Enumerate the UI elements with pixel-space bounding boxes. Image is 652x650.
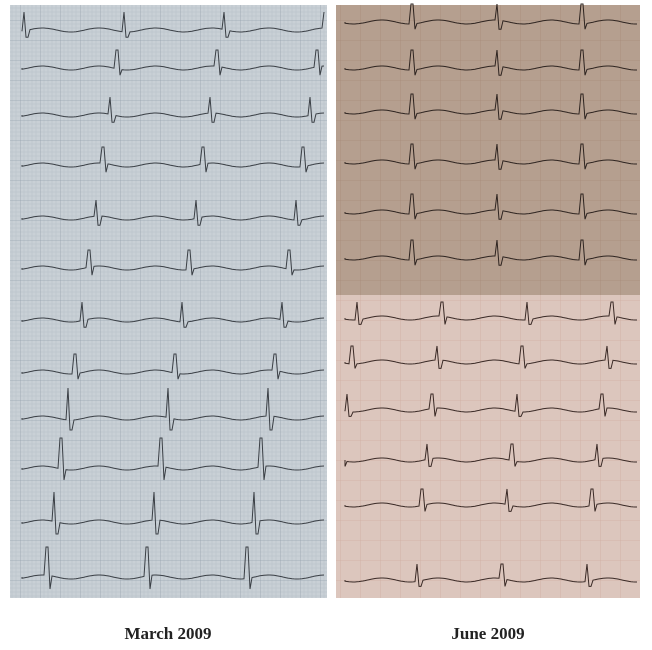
caption: March 2009 [68, 624, 268, 644]
panel-march [10, 5, 327, 598]
panel-june-bottom [336, 295, 640, 598]
caption: June 2009 [388, 624, 588, 644]
page: March 2009 June 2009 (() => { const data… [0, 0, 652, 650]
ecg-figure [0, 0, 652, 610]
panel-june-top [336, 5, 640, 295]
